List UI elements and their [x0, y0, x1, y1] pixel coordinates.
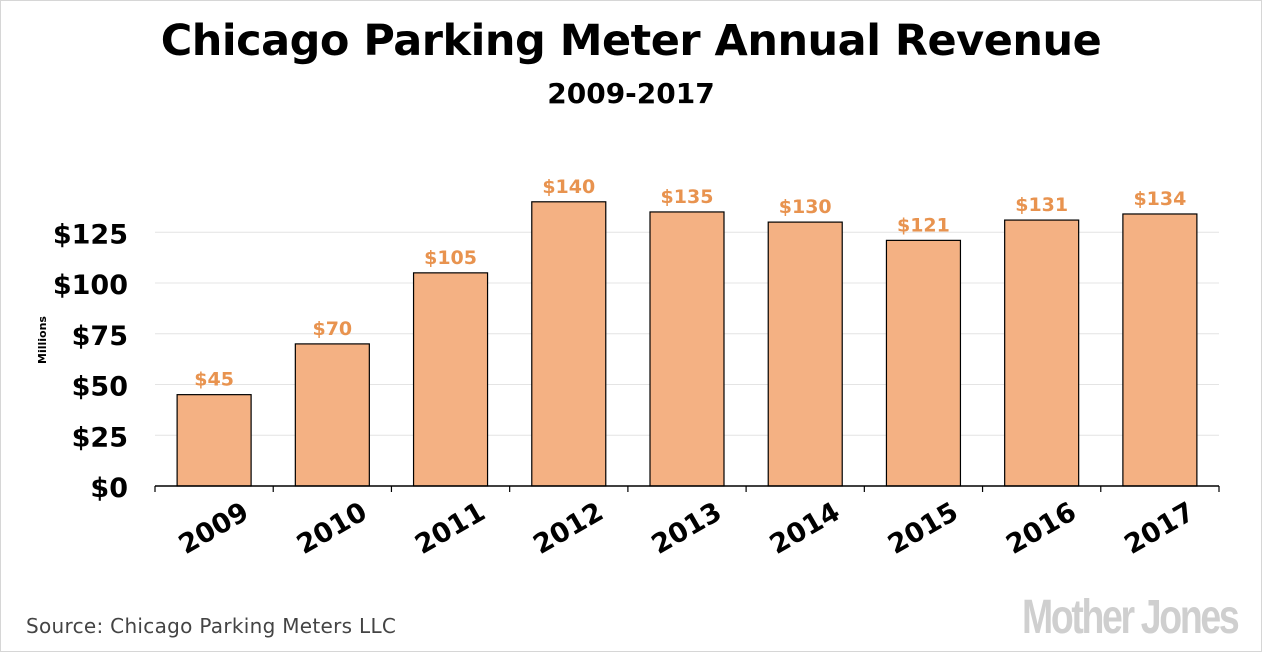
x-tick-label-2017: 2017	[1119, 496, 1200, 560]
y-axis: $0 $25 $50 $75 $100 $125	[53, 219, 128, 504]
data-label-2013: $135	[661, 186, 714, 208]
data-label-2011: $105	[424, 247, 477, 269]
bar-2013	[649, 211, 725, 487]
y-tick-label: $100	[53, 270, 128, 301]
y-axis-label: Millions	[36, 316, 49, 364]
chart-subtitle: 2009-2017	[547, 77, 715, 110]
y-tick-label: $50	[72, 372, 128, 403]
data-label-2012: $140	[542, 176, 595, 198]
y-tick-label: $0	[90, 473, 128, 504]
y-tick-label: $125	[53, 219, 128, 250]
x-tick-label-2009: 2009	[174, 496, 255, 560]
data-label-2016: $131	[1015, 194, 1068, 216]
x-axis: 2009 2010 2011 2012 2013 2014 2015 2016 2017	[154, 485, 1220, 561]
bar-2011	[412, 272, 489, 487]
data-label-2014: $130	[779, 196, 832, 218]
data-labels: $45 $70 $105 $140 $135 $130 $121 $131 $134	[194, 176, 1186, 391]
data-label-2015: $121	[897, 214, 950, 236]
bar-2012	[531, 201, 607, 487]
data-label-2010: $70	[312, 318, 352, 340]
x-tick-label-2015: 2015	[883, 496, 964, 560]
x-tick-label-2011: 2011	[410, 496, 491, 560]
bar-2017	[1122, 213, 1198, 487]
x-tick-label-2016: 2016	[1001, 496, 1082, 560]
bars	[176, 201, 1198, 487]
chart-title: Chicago Parking Meter Annual Revenue	[160, 16, 1102, 66]
x-tick-label-2010: 2010	[292, 496, 373, 560]
source-note: Source: Chicago Parking Meters LLC	[26, 614, 397, 638]
x-tick-label-2012: 2012	[528, 496, 609, 560]
bar-2015	[885, 239, 962, 487]
bar-2016	[1004, 219, 1080, 487]
x-tick-label-2014: 2014	[765, 496, 846, 560]
data-label-2017: $134	[1133, 188, 1186, 210]
x-tick-label-2013: 2013	[646, 496, 727, 560]
bar-2010	[294, 343, 370, 487]
y-tick-label: $25	[72, 422, 128, 453]
bar-2014	[767, 221, 843, 487]
mother-jones-logo: Mother Jones	[1022, 591, 1240, 644]
bar-2009	[176, 394, 252, 487]
data-label-2009: $45	[194, 369, 234, 391]
y-tick-label: $75	[72, 321, 128, 352]
